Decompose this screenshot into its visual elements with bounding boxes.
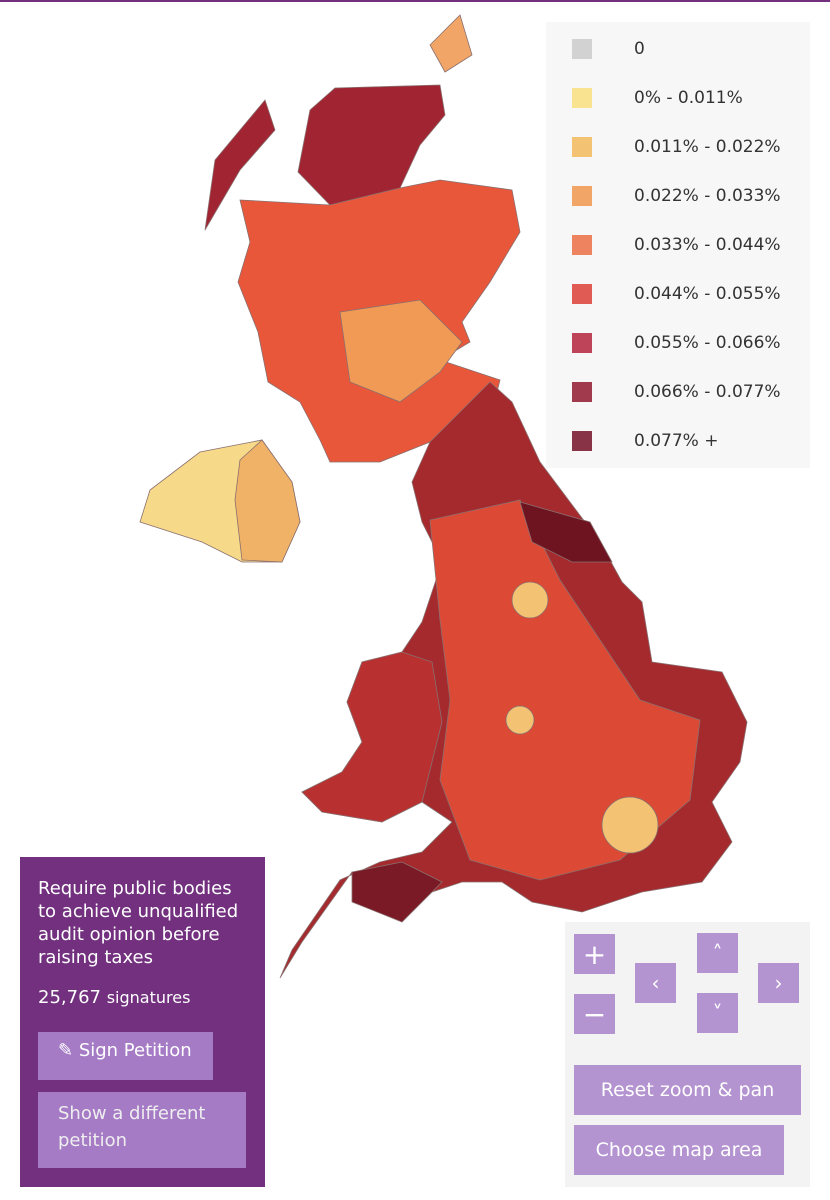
legend-item: 0.077% +	[572, 431, 718, 451]
choose-area-button[interactable]: Choose map area	[574, 1125, 784, 1175]
pan-left[interactable]: ‹	[635, 963, 676, 1003]
legend-swatch	[572, 137, 592, 157]
petition-title: Require public bodies to achieve unquali…	[38, 878, 239, 968]
region	[301, 651, 443, 823]
map-controls: + − ˄ ‹ › ˅ Reset zoom & pan Choose map …	[565, 922, 810, 1187]
region	[339, 299, 463, 403]
region	[505, 705, 535, 735]
legend-item: 0.044% - 0.055%	[572, 284, 781, 304]
legend-swatch	[572, 235, 592, 255]
legend-label: 0.066% - 0.077%	[634, 382, 781, 402]
other-petition-button[interactable]: Show a different petition	[38, 1092, 246, 1168]
legend-item: 0.055% - 0.066%	[572, 333, 781, 353]
legend-label: 0.011% - 0.022%	[634, 137, 781, 157]
legend-label: 0.044% - 0.055%	[634, 284, 781, 304]
legend-item: 0.066% - 0.077%	[572, 382, 781, 402]
reset-button[interactable]: Reset zoom & pan	[574, 1065, 801, 1115]
legend-swatch	[572, 186, 592, 206]
map	[139, 14, 748, 979]
region	[297, 84, 446, 206]
legend-item: 0.022% - 0.033%	[572, 186, 781, 206]
region	[511, 581, 549, 619]
legend-item: 0.033% - 0.044%	[572, 235, 781, 255]
top-bar	[0, 0, 830, 2]
legend-swatch	[572, 39, 592, 59]
legend-swatch	[572, 88, 592, 108]
legend-swatch	[572, 431, 592, 451]
signature-count: 25,767 signatures	[38, 987, 190, 1008]
sign-button[interactable]: ✎ Sign Petition	[38, 1032, 213, 1080]
legend: 0 0% - 0.011% 0.011% - 0.022% 0.022% - 0.03…	[546, 22, 810, 468]
legend-swatch	[572, 333, 592, 353]
sign-label: Sign Petition	[78, 1040, 192, 1061]
legend-label: 0.033% - 0.044%	[634, 235, 781, 255]
legend-label: 0.022% - 0.033%	[634, 186, 781, 206]
legend-label: 0% - 0.011%	[634, 88, 743, 108]
signatures-label: signatures	[106, 988, 191, 1007]
region	[351, 861, 443, 923]
legend-label: 0.055% - 0.066%	[634, 333, 781, 353]
legend-item: 0.011% - 0.022%	[572, 137, 781, 157]
region	[204, 99, 276, 231]
legend-swatch	[572, 382, 592, 402]
zoom-out[interactable]: −	[574, 994, 615, 1034]
signatures-value: 25,767	[38, 987, 101, 1008]
region	[429, 14, 473, 73]
legend-label: 0.077% +	[634, 431, 719, 451]
legend-item: 0	[572, 39, 645, 59]
region	[234, 439, 301, 563]
region	[601, 796, 659, 854]
legend-label: 0	[634, 39, 645, 59]
pan-down[interactable]: ˅	[697, 993, 738, 1033]
pan-right[interactable]: ›	[758, 963, 799, 1003]
zoom-in[interactable]: +	[574, 934, 615, 974]
legend-item: 0% - 0.011%	[572, 88, 743, 108]
petition-panel: Require public bodies to achieve unquali…	[20, 857, 265, 1187]
region	[519, 501, 613, 563]
pan-up[interactable]: ˄	[697, 933, 738, 973]
legend-swatch	[572, 284, 592, 304]
